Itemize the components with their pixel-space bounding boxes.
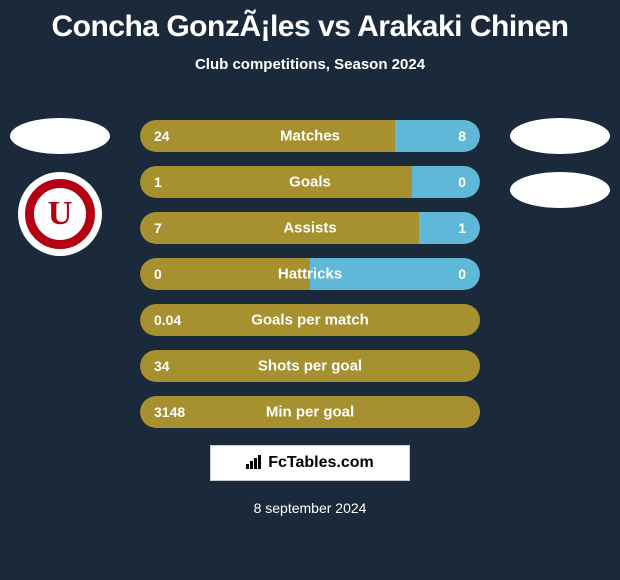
brand-badge: FcTables.com (210, 445, 410, 481)
stat-label: Matches (280, 128, 340, 145)
stat-label: Shots per goal (258, 358, 362, 375)
stat-row: 0 0 Hattricks (140, 258, 480, 290)
stat-label: Hattricks (278, 266, 342, 283)
stat-left-value: 0.04 (154, 312, 181, 328)
stat-left-fill (140, 212, 419, 244)
stat-right-value: 1 (458, 220, 466, 236)
right-player-avatars (510, 118, 610, 208)
stats-bars: 24 8 Matches 1 0 Goals 7 1 Assists 0 0 Hattricks 0.0… (140, 120, 480, 428)
left-player-avatars: U (10, 118, 110, 256)
stat-row: 0.04 Goals per match (140, 304, 480, 336)
stat-row: 34 Shots per goal (140, 350, 480, 382)
stat-row: 1 0 Goals (140, 166, 480, 198)
club-logo-ring: U (25, 179, 95, 249)
stat-row: 3148 Min per goal (140, 396, 480, 428)
stat-left-value: 7 (154, 220, 162, 236)
stat-left-value: 3148 (154, 404, 185, 420)
stat-left-value: 0 (154, 266, 162, 282)
stat-left-value: 34 (154, 358, 170, 374)
stat-label: Goals (289, 174, 331, 191)
club-logo-left: U (18, 172, 102, 256)
stat-right-value: 0 (458, 266, 466, 282)
stat-label: Goals per match (251, 312, 369, 329)
club-logo-letter: U (48, 195, 73, 233)
stat-left-fill (140, 166, 412, 198)
brand-chart-icon (246, 455, 264, 472)
stat-right-value: 8 (458, 128, 466, 144)
footer-date: 8 september 2024 (254, 500, 367, 516)
stat-left-value: 24 (154, 128, 170, 144)
stat-right-fill (419, 212, 480, 244)
club-placeholder-icon (510, 172, 610, 208)
stat-label: Assists (283, 220, 336, 237)
stat-row: 24 8 Matches (140, 120, 480, 152)
stat-row: 7 1 Assists (140, 212, 480, 244)
page-title: Concha GonzÃ¡les vs Arakaki Chinen (0, 0, 620, 44)
stat-left-value: 1 (154, 174, 162, 190)
stat-right-value: 0 (458, 174, 466, 190)
subtitle: Club competitions, Season 2024 (0, 56, 620, 73)
player-placeholder-icon (510, 118, 610, 154)
stat-right-fill (395, 120, 480, 152)
stat-left-fill (140, 120, 395, 152)
stat-right-fill (412, 166, 480, 198)
stat-label: Min per goal (266, 404, 354, 421)
player-placeholder-icon (10, 118, 110, 154)
brand-text: FcTables.com (268, 454, 374, 472)
